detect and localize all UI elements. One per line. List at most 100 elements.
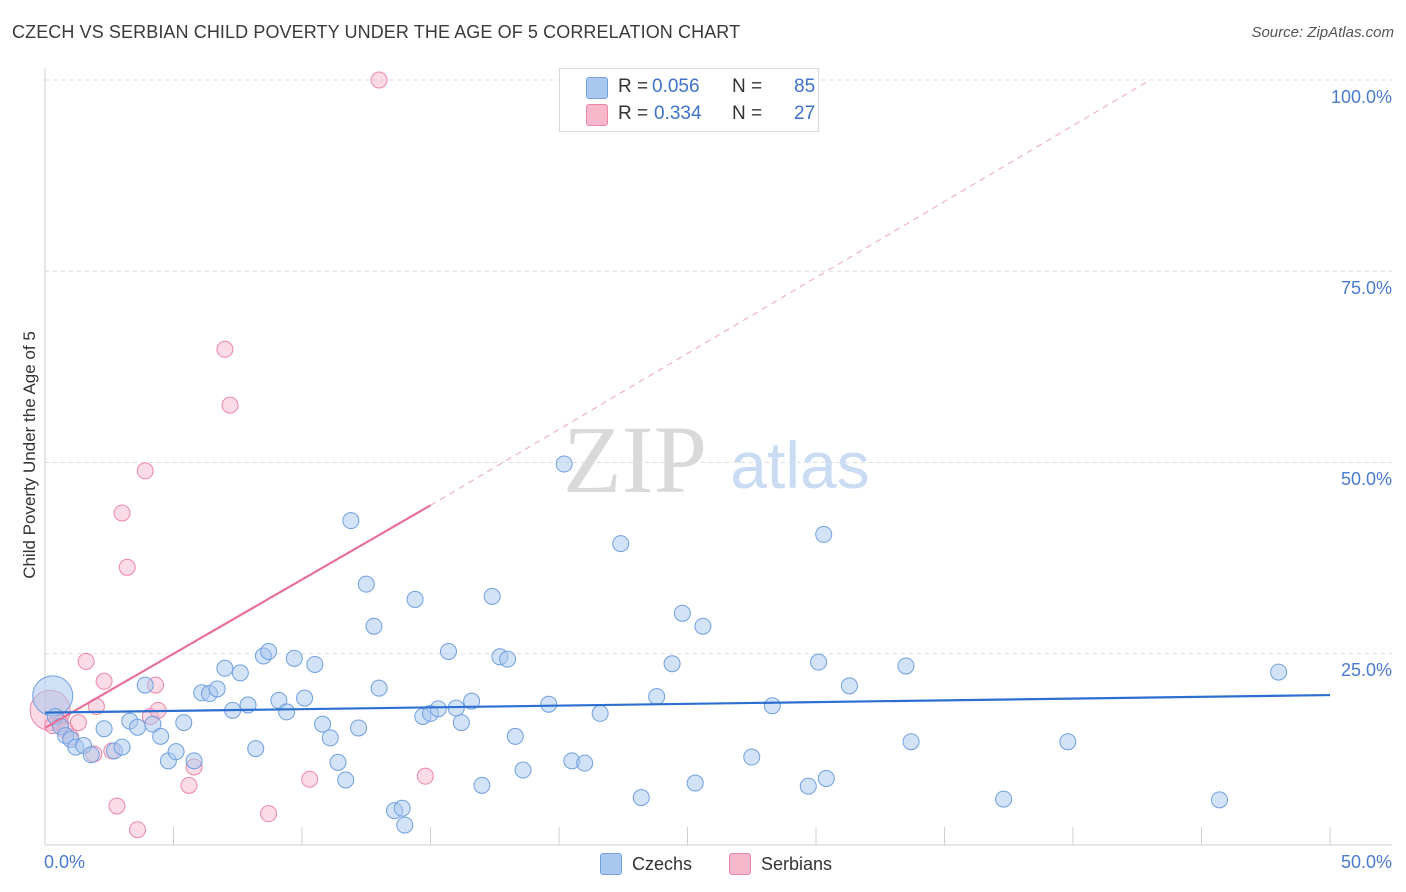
serbian-point bbox=[301, 770, 319, 788]
x-tick-min: 0.0% bbox=[44, 852, 86, 872]
czech-point bbox=[82, 746, 100, 764]
serbian-point bbox=[416, 767, 434, 785]
serbians-swatch bbox=[586, 104, 608, 126]
czech-point bbox=[350, 719, 368, 737]
czech-point bbox=[129, 718, 147, 736]
czech-point bbox=[152, 727, 170, 745]
serbian-point bbox=[69, 714, 87, 732]
r-value: 0.334 bbox=[654, 103, 702, 124]
serbian-trend-extension bbox=[430, 79, 1151, 506]
y-tick-50: 50.0% bbox=[1340, 469, 1392, 489]
serbian-point bbox=[118, 558, 136, 576]
czech-point bbox=[439, 642, 457, 660]
y-tick-75: 75.0% bbox=[1340, 278, 1392, 298]
czech-trend-line bbox=[44, 693, 1331, 714]
czechs-legend-swatch bbox=[600, 853, 622, 875]
czech-point bbox=[506, 727, 524, 745]
czech-point bbox=[357, 575, 375, 593]
serbian-point bbox=[180, 776, 198, 794]
czech-point bbox=[365, 617, 383, 635]
czech-point bbox=[897, 657, 915, 675]
czech-point bbox=[393, 799, 411, 817]
czech-point bbox=[694, 617, 712, 635]
czech-point bbox=[810, 653, 828, 671]
czech-point bbox=[113, 738, 131, 756]
czech-point bbox=[591, 704, 609, 722]
czech-point bbox=[799, 777, 817, 795]
czech-point bbox=[817, 769, 835, 787]
serbian-point bbox=[221, 396, 239, 414]
czech-point bbox=[452, 714, 470, 732]
czech-point bbox=[673, 604, 691, 622]
czech-point bbox=[1270, 663, 1288, 681]
czech-point bbox=[337, 771, 355, 789]
czech-point bbox=[540, 695, 558, 713]
czech-point bbox=[167, 743, 185, 761]
czech-point bbox=[743, 748, 761, 766]
n-value: 85 bbox=[794, 76, 816, 97]
r-label: R = bbox=[618, 103, 649, 124]
czech-point bbox=[648, 688, 666, 706]
n-label: N = bbox=[732, 76, 763, 97]
czech-point bbox=[763, 697, 781, 715]
watermark-zip: ZIP bbox=[563, 406, 707, 513]
serbians-legend-swatch bbox=[729, 853, 751, 875]
czech-point bbox=[663, 655, 681, 673]
czech-point bbox=[314, 715, 332, 733]
czech-point bbox=[483, 587, 501, 605]
czech-point bbox=[329, 753, 347, 771]
czechs-swatch bbox=[586, 77, 608, 99]
czech-point bbox=[321, 729, 339, 747]
czechs-legend-label: Czechs bbox=[632, 853, 693, 874]
serbian-trend-line bbox=[44, 504, 432, 729]
trend-lines bbox=[44, 79, 1331, 729]
czech-point bbox=[632, 789, 650, 807]
y-tick-100: 100.0% bbox=[1330, 87, 1392, 107]
czech-point bbox=[95, 720, 113, 738]
czech-point bbox=[1059, 733, 1077, 751]
watermark-atlas: atlas bbox=[730, 428, 869, 502]
czech-point bbox=[342, 512, 360, 530]
stats-legend: R = 0.056 N = 85 R = 0.334 N = 27 bbox=[559, 68, 819, 132]
czech-point bbox=[185, 752, 203, 770]
serbian-point bbox=[108, 797, 126, 815]
czech-point bbox=[429, 700, 447, 718]
czech-point bbox=[463, 692, 481, 710]
czech-point bbox=[260, 642, 278, 660]
serbian-point bbox=[95, 672, 113, 690]
czech-point bbox=[995, 790, 1013, 808]
r-value: 0.056 bbox=[652, 76, 700, 97]
czech-point bbox=[473, 776, 491, 794]
czech-point bbox=[514, 761, 532, 779]
n-label: N = bbox=[732, 103, 763, 124]
czech-point bbox=[231, 664, 249, 682]
serbians-legend-label: Serbians bbox=[761, 853, 833, 874]
czech-point bbox=[815, 525, 833, 543]
czech-point bbox=[216, 659, 234, 677]
serbian-point bbox=[136, 462, 154, 480]
czech-point bbox=[396, 816, 414, 834]
serbian-point bbox=[113, 504, 131, 522]
czech-point bbox=[612, 535, 630, 553]
czech-point bbox=[136, 676, 154, 694]
series-czechs bbox=[32, 455, 1288, 834]
czech-point bbox=[296, 689, 314, 707]
czech-point bbox=[208, 680, 226, 698]
serbian-point bbox=[216, 340, 234, 358]
r-label: R = bbox=[618, 76, 649, 97]
czech-point bbox=[406, 590, 424, 608]
source-credit: Source: ZipAtlas.com bbox=[1251, 24, 1394, 41]
chart-title: CZECH VS SERBIAN CHILD POVERTY UNDER THE… bbox=[12, 22, 741, 42]
czech-point bbox=[278, 703, 296, 721]
grid-lines bbox=[45, 79, 1392, 655]
czech-point bbox=[840, 677, 858, 695]
series-serbians bbox=[29, 71, 434, 839]
legend-item-serbians: Serbians bbox=[729, 852, 832, 876]
axes bbox=[44, 68, 1392, 846]
czech-point bbox=[306, 655, 324, 673]
czech-point bbox=[285, 649, 303, 667]
czech-point bbox=[247, 740, 265, 758]
czech-point bbox=[499, 650, 517, 668]
serbian-point bbox=[370, 71, 388, 89]
